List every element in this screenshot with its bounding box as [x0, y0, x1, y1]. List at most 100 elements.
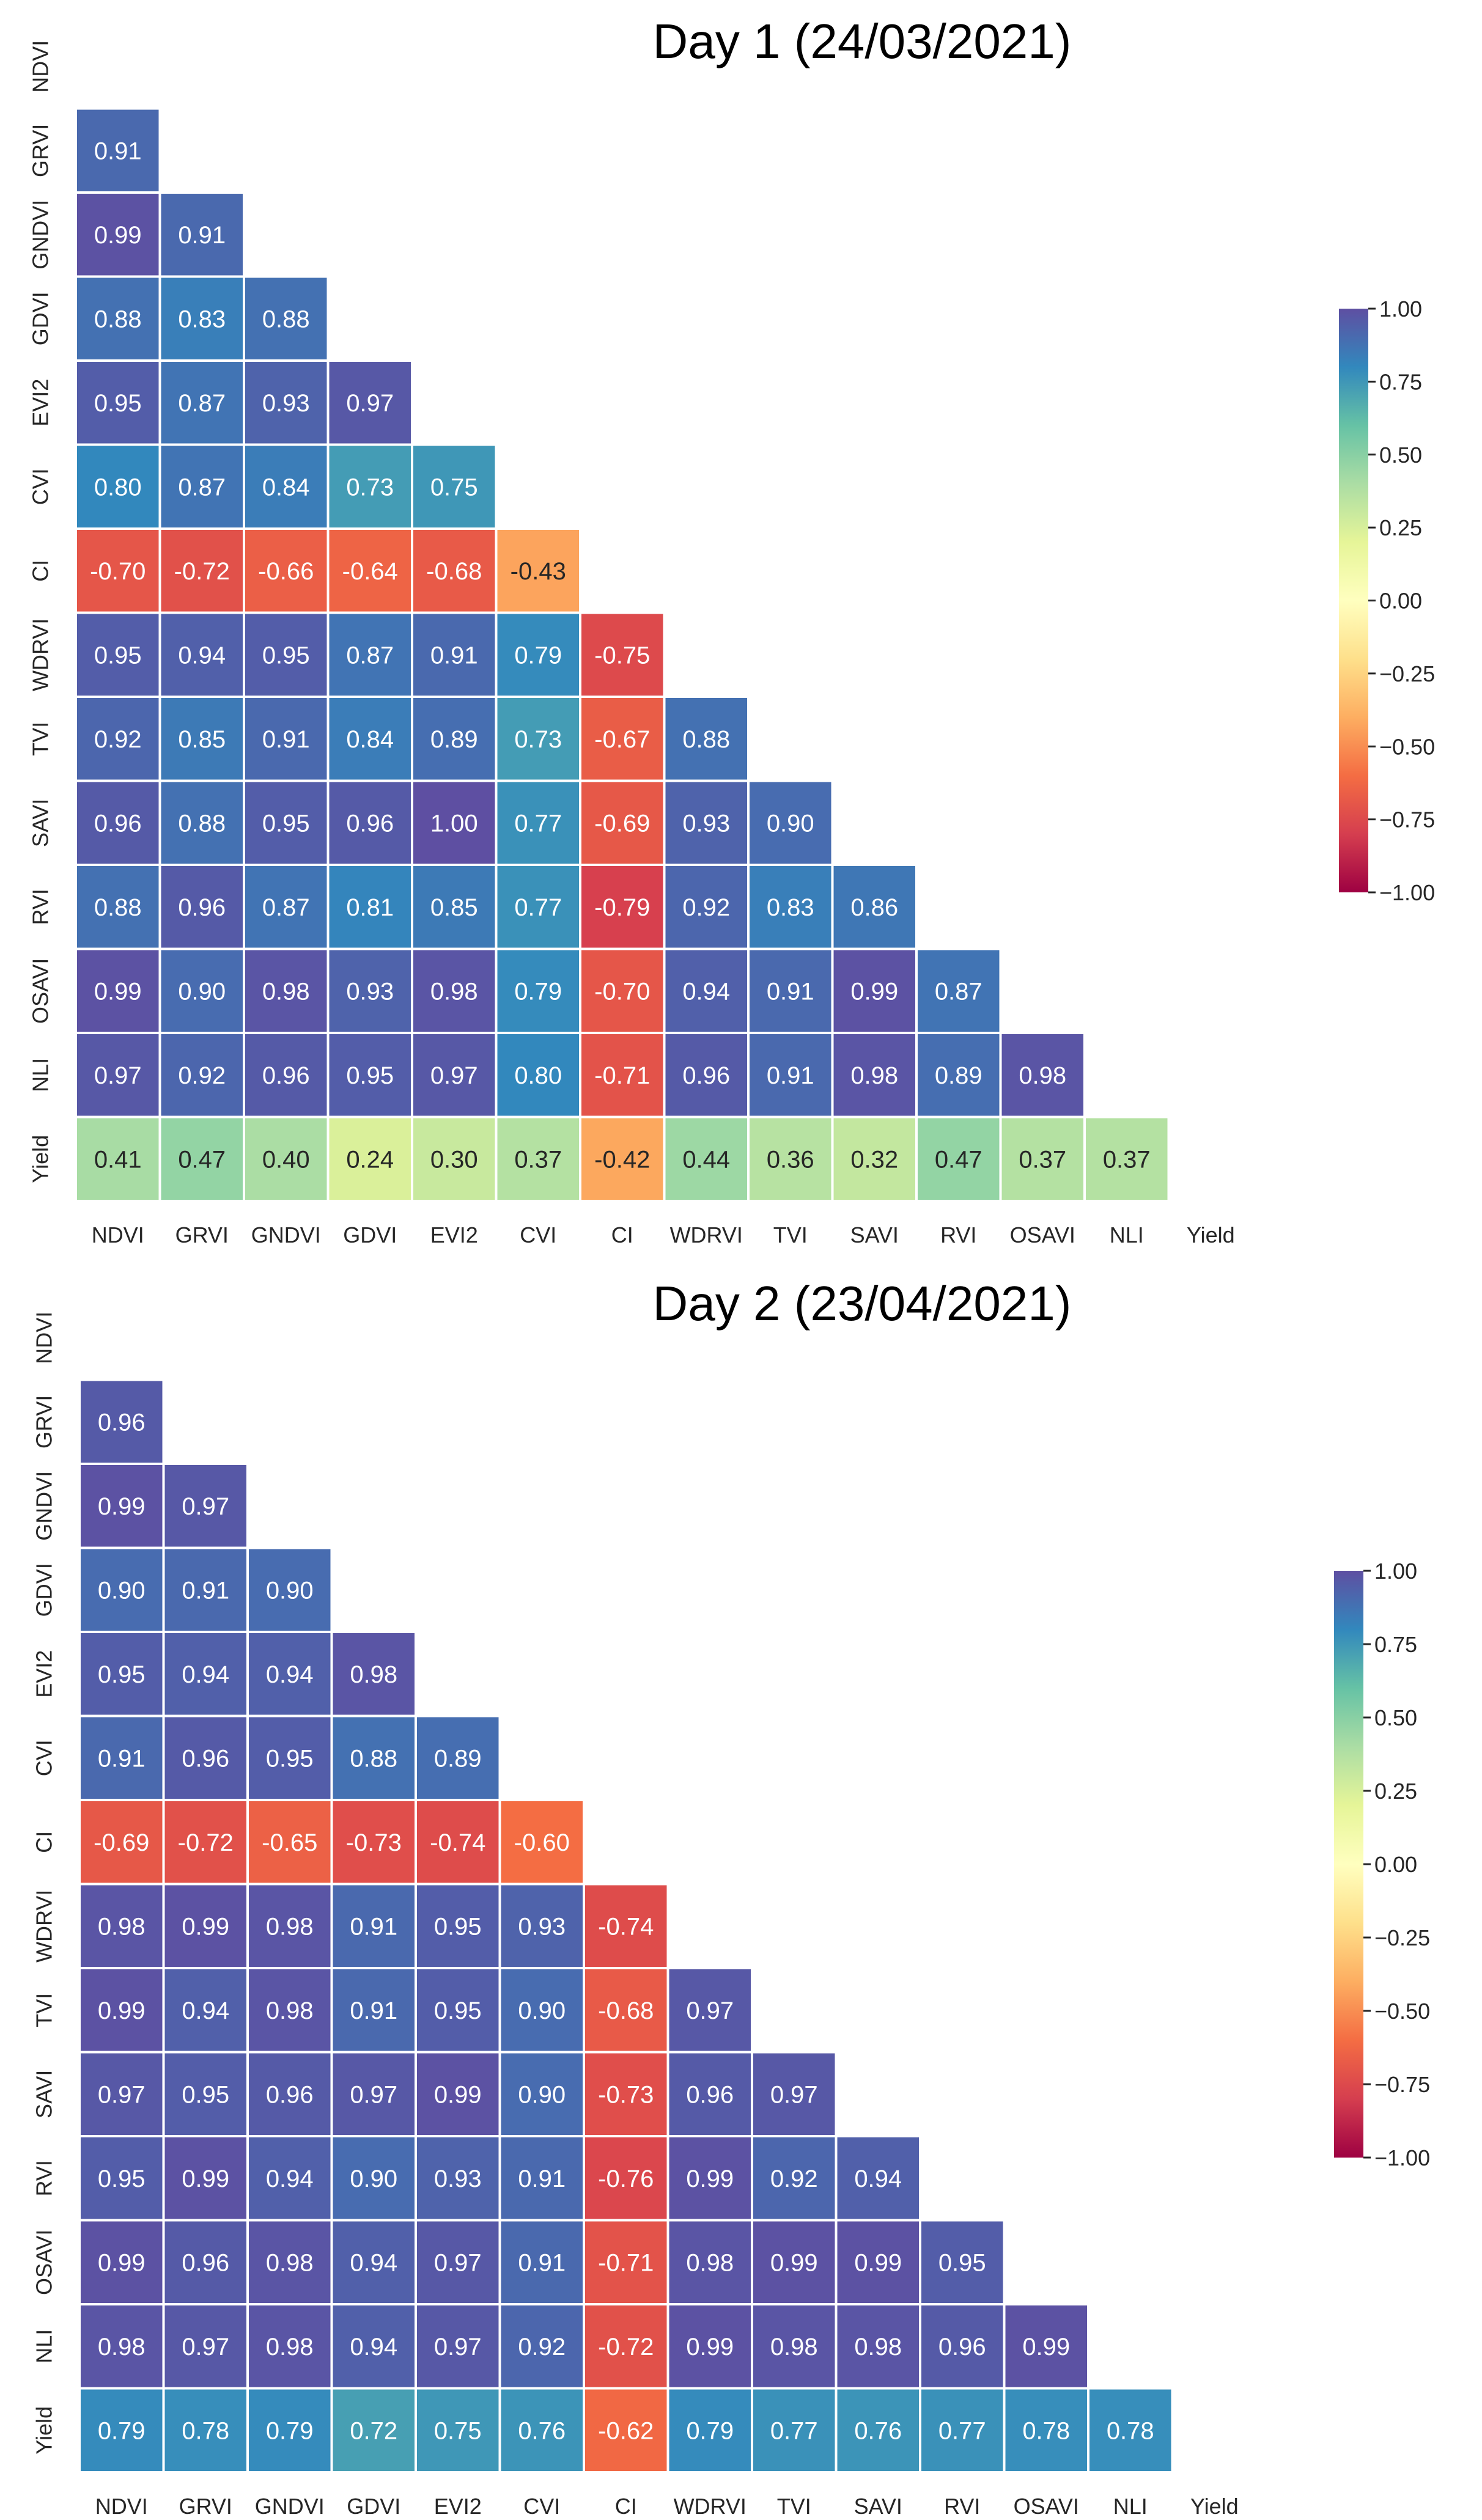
- colorbar-tick-label: 0.75: [1374, 1632, 1417, 1657]
- cell-value-label: -0.60: [514, 1829, 570, 1856]
- cell-value-label: 0.87: [262, 894, 310, 921]
- cell-value-label: 0.99: [98, 2249, 146, 2276]
- x-tick-label: CI: [615, 2494, 637, 2519]
- x-tick-label: CVI: [520, 1222, 556, 1247]
- cell-value-label: -0.72: [178, 1829, 234, 1856]
- cell-value-label: 0.83: [767, 894, 814, 921]
- cell-value-label: 0.93: [262, 390, 310, 417]
- cell-value-label: -0.71: [594, 1062, 650, 1089]
- cell-value-label: 0.91: [518, 2249, 566, 2276]
- y-tick-label: GNDVI: [28, 200, 53, 270]
- heatmap-cell: [75, 107, 161, 194]
- heatmap-cell: [246, 1546, 333, 1633]
- cell-value-label: 0.98: [686, 2249, 734, 2276]
- cell-value-label: 0.97: [182, 1493, 229, 1520]
- heatmap-cell: [162, 1883, 249, 1969]
- cell-value-label: 0.87: [935, 978, 982, 1005]
- heatmap-cell: [330, 1967, 417, 2054]
- cell-value-label: 0.77: [514, 894, 562, 921]
- cell-value-label: 0.97: [686, 1997, 734, 2024]
- colorbar-tick-label: 0.00: [1379, 589, 1422, 614]
- cell-value-label: 0.99: [182, 1913, 229, 1940]
- heatmap-cell: [326, 864, 413, 950]
- heatmap-cell: [831, 1032, 918, 1119]
- cell-value-label: 0.91: [350, 1913, 397, 1940]
- heatmap-cell: [162, 1631, 249, 1717]
- heatmap-cell: [243, 1115, 330, 1202]
- heatmap-cell: [919, 2219, 1006, 2305]
- heatmap-cell: [663, 696, 750, 782]
- y-tick-label: OSAVI: [32, 2230, 57, 2295]
- cell-value-label: 0.75: [430, 474, 478, 501]
- heatmap-cell: [246, 1799, 333, 1886]
- cell-value-label: 0.73: [514, 726, 562, 753]
- cell-value-label: -0.62: [598, 2417, 654, 2444]
- heatmap-cell: [666, 2219, 753, 2305]
- heatmap-cell: [78, 1631, 165, 1717]
- cell-value-label: 0.93: [682, 810, 730, 837]
- cell-value-label: -0.64: [342, 558, 398, 585]
- colorbar-tick-label: −0.75: [1374, 2072, 1430, 2097]
- cell-value-label: 0.95: [98, 1661, 146, 1688]
- cell-value-label: 0.94: [854, 2166, 902, 2192]
- y-tick-label: Yield: [28, 1135, 53, 1183]
- cell-value-label: 0.32: [850, 1146, 898, 1173]
- cell-value-label: -0.73: [346, 1829, 402, 1856]
- colorbar-tick-label: 0.50: [1374, 1705, 1417, 1730]
- cell-value-label: 0.90: [518, 2081, 566, 2108]
- heatmap-cell: [243, 527, 330, 614]
- cell-value-label: 0.79: [266, 2417, 314, 2444]
- cell-value-label: 0.87: [346, 642, 394, 669]
- cell-value-label: -0.42: [594, 1146, 650, 1173]
- heatmap-cell: [666, 2303, 753, 2390]
- cell-value-label: 0.86: [850, 894, 898, 921]
- heatmap-cell: [326, 443, 413, 530]
- cell-value-label: 0.94: [182, 1661, 229, 1688]
- cell-value-label: 0.98: [98, 1913, 146, 1940]
- cell-value-label: 0.96: [182, 1745, 229, 1772]
- cell-value-label: -0.67: [594, 726, 650, 753]
- heatmap-cell: [495, 611, 581, 698]
- y-tick-label: CVI: [32, 1739, 57, 1776]
- heatmap-cell: [158, 611, 245, 698]
- colorbar-tick-label: 1.00: [1379, 296, 1422, 321]
- heatmap-cell: [243, 275, 330, 362]
- cell-value-label: 0.89: [430, 726, 478, 753]
- cell-value-label: 0.96: [266, 2081, 314, 2108]
- heatmap-cell: [415, 2051, 501, 2137]
- cell-value-label: 0.92: [518, 2334, 566, 2360]
- cell-value-label: 0.91: [94, 138, 142, 164]
- heatmap-cell: [246, 1714, 333, 1801]
- cell-value-label: 0.96: [686, 2081, 734, 2108]
- colorbar-tick-label: −1.00: [1379, 880, 1435, 905]
- heatmap-cell: [75, 527, 161, 614]
- cell-value-label: -0.73: [598, 2081, 654, 2108]
- cell-value-label: 0.97: [346, 390, 394, 417]
- cell-value-label: 0.95: [434, 1913, 482, 1940]
- y-tick-label: NDVI: [28, 40, 53, 93]
- cell-value-label: 0.94: [178, 642, 226, 669]
- heatmap-cell: [162, 1546, 249, 1633]
- cell-value-label: 0.98: [350, 1661, 397, 1688]
- cell-value-label: 0.92: [94, 726, 142, 753]
- heatmap-cell: [498, 2219, 585, 2305]
- cell-value-label: 0.96: [346, 810, 394, 837]
- cell-value-label: 0.88: [178, 810, 226, 837]
- cell-value-label: 0.94: [682, 978, 730, 1005]
- cell-value-label: 0.91: [518, 2166, 566, 2192]
- cell-value-label: 0.99: [94, 222, 142, 249]
- chart-title: Day 2 (23/04/2021): [653, 1276, 1072, 1331]
- colorbar-tick-label: 0.00: [1374, 1852, 1417, 1877]
- heatmap-cell: [999, 1032, 1086, 1119]
- cell-value-label: 0.98: [1019, 1062, 1066, 1089]
- heatmap-cell: [498, 1967, 585, 2054]
- cell-value-label: 0.95: [94, 390, 142, 417]
- x-tick-label: WDRVI: [674, 2494, 747, 2519]
- heatmap-cell: [495, 864, 581, 950]
- y-tick-label: TVI: [32, 1993, 57, 2027]
- heatmap-cell: [415, 2387, 501, 2474]
- cell-value-label: 0.90: [767, 810, 814, 837]
- cell-value-label: -0.69: [594, 810, 650, 837]
- colorbar-tick-label: 0.50: [1379, 443, 1422, 468]
- cell-value-label: 0.96: [938, 2334, 986, 2360]
